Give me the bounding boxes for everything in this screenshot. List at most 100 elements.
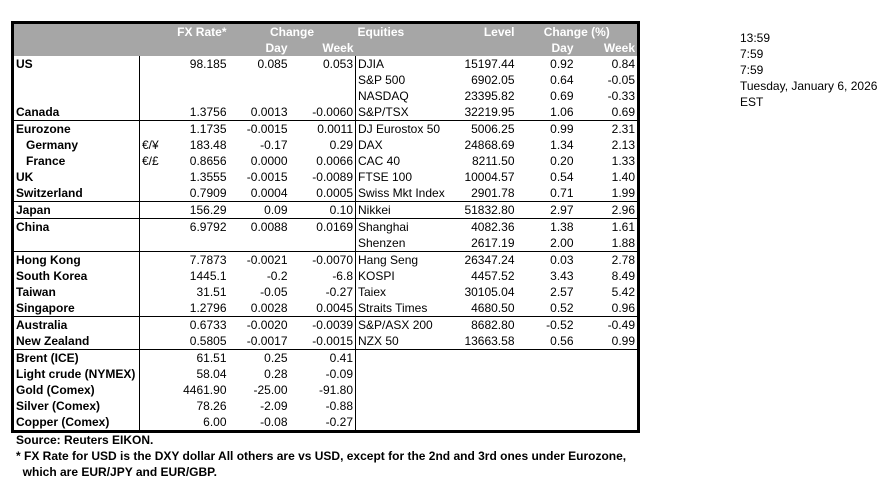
equity-week-cell bbox=[575, 349, 639, 366]
pair-cell bbox=[139, 120, 166, 137]
country-cell bbox=[13, 72, 140, 88]
country-cell: Gold (Comex) bbox=[16, 383, 95, 397]
table-row: Light crude (NYMEX) 58.04 0.28 -0.09 bbox=[13, 366, 639, 382]
week-change-cell: -0.27 bbox=[325, 415, 353, 429]
equity-name-cell: S&P/ASX 200 bbox=[355, 316, 456, 333]
equity-day-cell: 0.71 bbox=[550, 186, 574, 200]
day-change-cell: 0.0028 bbox=[250, 301, 288, 315]
timezone: EST bbox=[740, 95, 764, 109]
level-cell bbox=[456, 366, 517, 382]
equity-week-cell: 2.78 bbox=[575, 251, 639, 268]
week-header: Week bbox=[289, 40, 356, 56]
week-change-cell: -0.27 bbox=[325, 285, 353, 299]
day-change-cell: -0.0015 bbox=[246, 170, 288, 184]
pair-cell bbox=[139, 366, 166, 382]
level-header: Level bbox=[455, 22, 517, 40]
equity-day-cell: 2.00 bbox=[550, 236, 574, 250]
day-change-cell: 0.0088 bbox=[228, 218, 290, 235]
country-cell: Australia bbox=[12, 316, 140, 333]
fx-rate-cell: 0.6733 bbox=[165, 316, 229, 333]
fx-rate-cell: 1.1735 bbox=[165, 120, 229, 137]
day-change-cell: -0.0015 bbox=[228, 120, 290, 137]
country-cell bbox=[13, 88, 140, 104]
fx-rate-cell: 1.2796 bbox=[189, 301, 227, 315]
day-change-cell: -0.0021 bbox=[228, 251, 290, 268]
country-cell: China bbox=[12, 218, 140, 235]
level-cell bbox=[455, 349, 517, 366]
day-change-cell: 0.28 bbox=[264, 367, 288, 381]
level-cell: 2617.19 bbox=[471, 236, 515, 250]
country-cell: Silver (Comex) bbox=[16, 399, 101, 413]
date: Tuesday, January 6, 2026 bbox=[740, 79, 878, 93]
equity-day-cell: 1.34 bbox=[550, 138, 574, 152]
source-note: Source: Reuters EIKON. bbox=[16, 433, 154, 447]
level-cell: 4680.50 bbox=[471, 301, 515, 315]
equity-week-cell: 2.13 bbox=[611, 138, 635, 152]
equity-week-cell: 1.40 bbox=[611, 170, 635, 184]
day-change-cell: 0.25 bbox=[228, 349, 290, 366]
table-row: Silver (Comex) 78.26 -2.09 -0.88 bbox=[13, 398, 639, 414]
pair-cell bbox=[139, 169, 166, 185]
change-header: Change bbox=[228, 22, 356, 40]
country-cell: UK bbox=[16, 170, 34, 184]
level-cell: 5006.25 bbox=[455, 120, 517, 137]
table-row: NASDAQ 23395.82 0.69 -0.33 bbox=[13, 88, 639, 104]
level-cell: 2901.78 bbox=[471, 186, 515, 200]
day-change-cell: -0.05 bbox=[260, 285, 288, 299]
fx-rate-cell: 58.04 bbox=[196, 367, 227, 381]
level-cell: 6902.05 bbox=[471, 73, 515, 87]
table-row: Copper (Comex) 6.00 -0.08 -0.27 bbox=[13, 414, 639, 432]
week-change-cell: -0.0089 bbox=[312, 170, 353, 184]
equity-week-cell: 2.96 bbox=[575, 201, 639, 219]
fx-rate-cell bbox=[166, 235, 229, 252]
day-change-cell: -0.0020 bbox=[228, 316, 290, 333]
equity-name-cell: DJ Eurostox 50 bbox=[355, 120, 456, 137]
fx-rate-cell: 78.26 bbox=[196, 399, 227, 413]
week-change-cell: 0.10 bbox=[289, 201, 356, 219]
table-row: Shenzen 2617.19 2.00 1.88 bbox=[13, 235, 639, 252]
level-cell: 8211.50 bbox=[472, 154, 515, 168]
country-cell: New Zealand bbox=[16, 334, 90, 348]
level-cell: 24868.69 bbox=[464, 138, 515, 152]
equity-day-cell: 1.38 bbox=[516, 218, 576, 235]
equity-day-cell: 0.20 bbox=[550, 154, 574, 168]
pair-cell bbox=[139, 88, 166, 104]
fx-rate-cell bbox=[166, 88, 229, 104]
week-change-cell: -6.8 bbox=[332, 269, 353, 283]
equity-name-cell: Taiex bbox=[355, 284, 456, 300]
equity-week-cell: 0.84 bbox=[611, 57, 635, 71]
day-change-cell: 0.09 bbox=[228, 201, 290, 219]
equity-week-cell bbox=[576, 398, 639, 414]
fx-rate-cell: 156.29 bbox=[165, 201, 229, 219]
footnote-cont: which are EUR/JPY and EUR/GBP. bbox=[16, 465, 217, 479]
equity-week-cell: 8.49 bbox=[611, 269, 635, 283]
table-row: S&P 500 6902.05 0.64 -0.05 bbox=[13, 72, 639, 88]
time-1: 13:59 bbox=[740, 31, 771, 45]
level-cell bbox=[456, 382, 517, 398]
level-cell: 15197.44 bbox=[464, 57, 515, 71]
time-3: 7:59 bbox=[740, 63, 764, 77]
time-2: 7:59 bbox=[740, 47, 764, 61]
table-row: Japan 156.29 0.09 0.10 Nikkei 51832.80 2.97 2.9… bbox=[12, 201, 639, 219]
country-cell: Taiwan bbox=[16, 285, 56, 299]
week-change-cell: 0.29 bbox=[329, 138, 353, 152]
week-change-cell: 0.0045 bbox=[316, 301, 353, 315]
eq-week-header: Week bbox=[575, 40, 639, 56]
table-row: UK 1.3555 -0.0015 -0.0089 FTSE 100 10004.57 0.… bbox=[13, 169, 639, 185]
time-info: 13:59 7:59 7:59 Tuesday, January 6, 2026… bbox=[740, 30, 877, 110]
equity-week-cell: 1.88 bbox=[611, 236, 635, 250]
equity-week-cell: 0.96 bbox=[611, 301, 635, 315]
equity-name-cell: S&P 500 bbox=[355, 72, 456, 88]
equity-name-cell: FTSE 100 bbox=[355, 169, 456, 185]
equity-name-cell: Straits Times bbox=[355, 300, 456, 317]
equity-name-cell bbox=[355, 414, 456, 432]
equity-day-cell bbox=[517, 398, 576, 414]
equity-day-cell: 3.43 bbox=[550, 269, 574, 283]
table-row: Gold (Comex) 4461.90 -25.00 -91.80 bbox=[13, 382, 639, 398]
table-row: Eurozone 1.1735 -0.0015 0.0011 DJ Eurostox 5… bbox=[12, 120, 639, 137]
level-cell: 4082.36 bbox=[455, 218, 517, 235]
equity-name-cell: Shenzen bbox=[355, 235, 456, 252]
table-row: Australia 0.6733 -0.0020 -0.0039 S&P/ASX 200… bbox=[12, 316, 639, 333]
fx-rate-cell: 98.185 bbox=[189, 57, 227, 71]
level-cell: 10004.57 bbox=[464, 170, 515, 184]
